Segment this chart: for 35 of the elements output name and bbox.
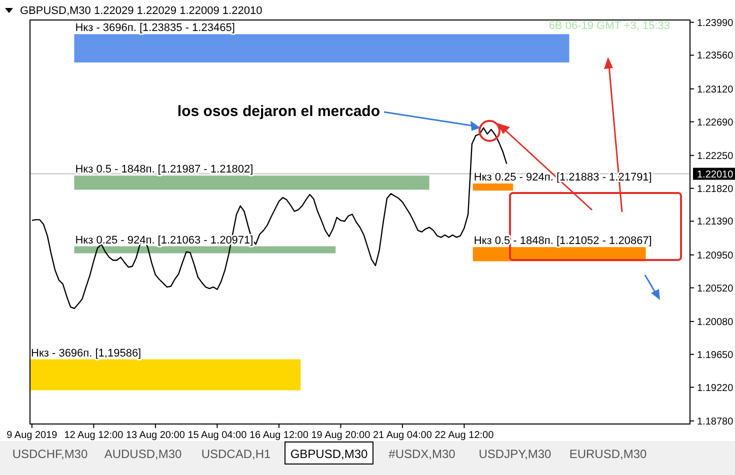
text: USDCHF,M30 bbox=[12, 447, 88, 461]
x-tick-label: 9 Aug 2019 bbox=[6, 430, 58, 441]
band-label: Нкз - 3696п. [1,19586] bbox=[31, 347, 142, 360]
x-tick-label: 12 Aug 12:00 bbox=[64, 430, 124, 441]
annotation: los osos dejaron el mercado bbox=[177, 103, 380, 120]
text: EURUSD,M30 bbox=[569, 447, 647, 461]
text: #USDX,M30 bbox=[388, 447, 456, 461]
x-tick-label: 13 Aug 20:00 bbox=[126, 430, 186, 441]
text: GBPUSD,M30 bbox=[290, 447, 368, 461]
text: AUDUSD,M30 bbox=[104, 447, 182, 461]
y-tick-label: 1.23120 bbox=[697, 84, 734, 96]
band-label: Нкз 0.5 - 1848п. [1.21987 - 1.21802] bbox=[75, 164, 254, 176]
y-tick-label: 1.22690 bbox=[697, 117, 734, 128]
ref-line-label: 1.22010 bbox=[697, 169, 734, 180]
y-tick-label: 1.19650 bbox=[697, 350, 734, 361]
y-tick-label: 1.18780 bbox=[697, 416, 734, 428]
y-tick-label: 1.20950 bbox=[697, 250, 734, 262]
x-tick-label: 16 Aug 12:00 bbox=[249, 430, 309, 441]
annotation: 6B 06-19 GMT +3, 15:33 bbox=[548, 20, 670, 32]
x-tick-label: 21 Aug 04:00 bbox=[372, 430, 432, 441]
chart-title: GBPUSD,M30 1.22029 1.22029 1.22009 1.22010 bbox=[20, 5, 262, 17]
y-tick-label: 1.23560 bbox=[697, 50, 734, 62]
x-tick-label: 15 Aug 04:00 bbox=[188, 430, 248, 441]
y-tick-label: 1.21390 bbox=[697, 216, 734, 228]
y-tick-label: 1.20080 bbox=[697, 316, 734, 328]
band-label: Нкз - 3696п. [1.23835 - 1.23465] bbox=[75, 22, 235, 34]
y-tick-label: 1.19220 bbox=[697, 382, 734, 394]
x-tick-label: 22 Aug 12:00 bbox=[434, 430, 494, 441]
text: USDCAD,H1 bbox=[201, 447, 271, 461]
y-tick-label: 1.23990 bbox=[697, 18, 734, 29]
y-tick-label: 1.20520 bbox=[697, 283, 734, 294]
x-tick-label: 19 Aug 20:00 bbox=[311, 430, 371, 441]
y-tick-label: 1.22250 bbox=[697, 150, 734, 162]
y-tick-label: 1.21820 bbox=[697, 184, 734, 195]
text: USDJPY,M30 bbox=[478, 447, 552, 461]
